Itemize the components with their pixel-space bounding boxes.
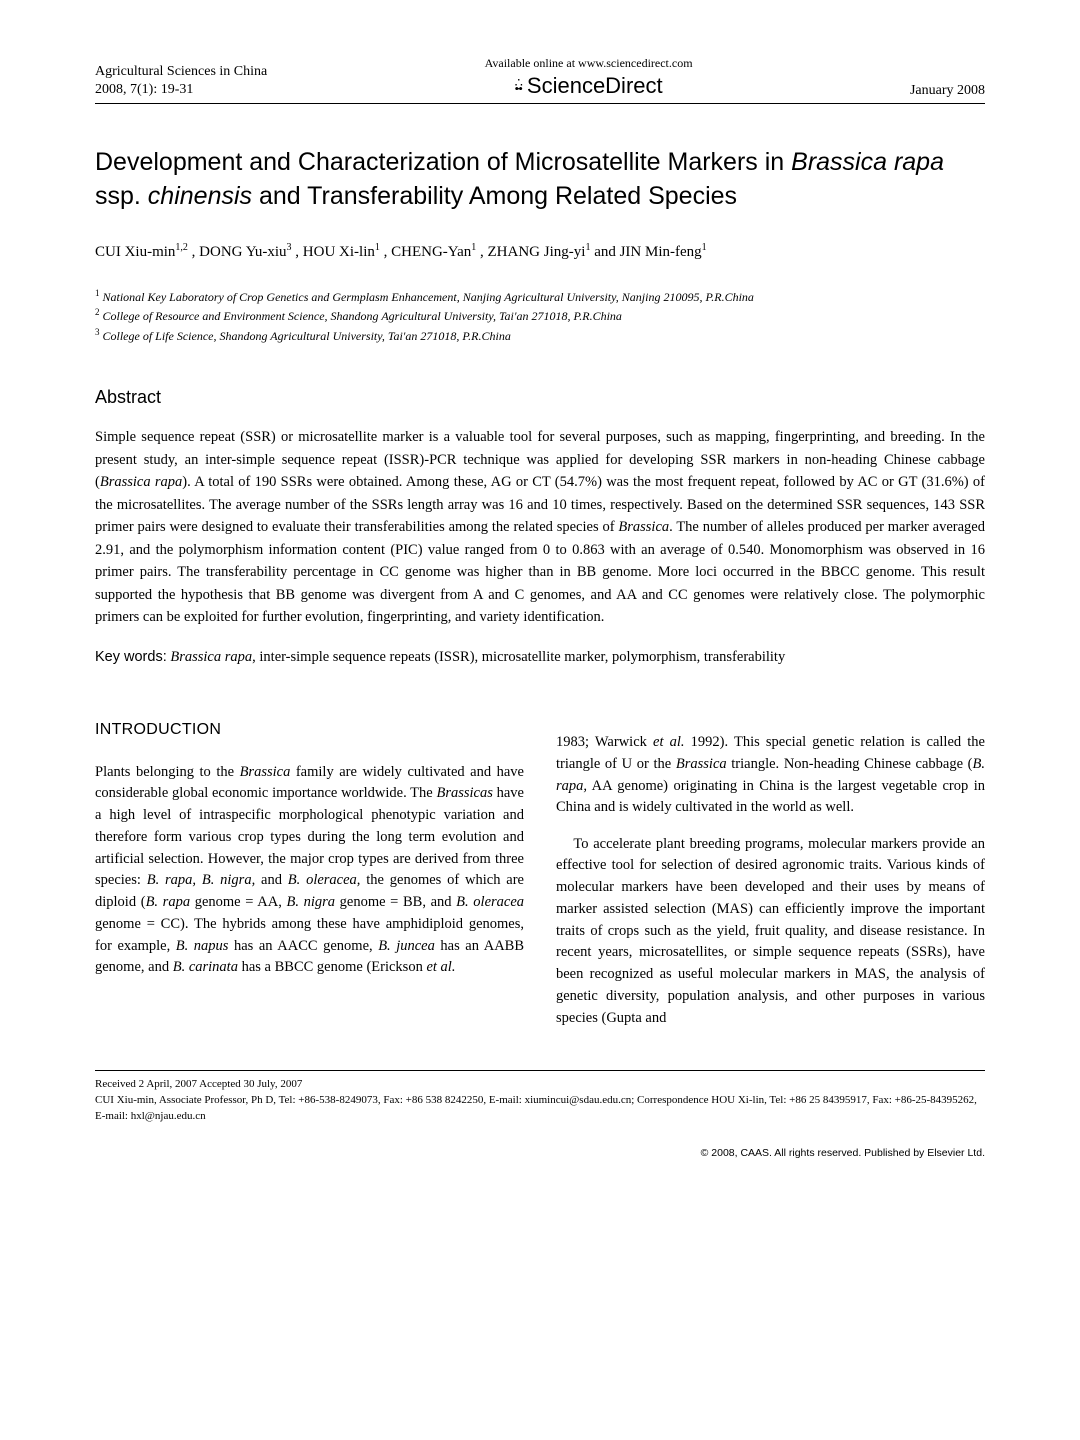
- correspondence: CUI Xiu-min, Associate Professor, Ph D, …: [95, 1093, 985, 1125]
- c1-t6: genome = AA,: [190, 894, 286, 910]
- c1-i8: B. napus: [176, 938, 229, 954]
- journal-name: Agricultural Sciences in China: [95, 63, 267, 81]
- affiliation-1-text: National Key Laboratory of Crop Genetics…: [103, 290, 754, 304]
- c1-t1: Plants belonging to the: [95, 764, 240, 780]
- c1-i5: B. rapa: [146, 894, 191, 910]
- c1-i6: B. nigra: [286, 894, 335, 910]
- header-rule: [95, 103, 985, 104]
- affiliation-2: 2 College of Resource and Environment Sc…: [95, 306, 985, 326]
- author-2: , DONG Yu-xiu: [192, 244, 287, 260]
- c1-i3: B. rapa, B. nigra,: [147, 872, 255, 888]
- header-left: Agricultural Sciences in China 2008, 7(1…: [95, 63, 267, 99]
- body-columns: INTRODUCTION Plants belonging to the Bra…: [95, 718, 985, 1044]
- title-text-2: ssp.: [95, 182, 148, 210]
- sciencedirect-text: ScienceDirect: [527, 73, 663, 99]
- c1-t9: has an AACC genome,: [228, 938, 378, 954]
- column-left: INTRODUCTION Plants belonging to the Bra…: [95, 718, 524, 1044]
- abstract-body: Simple sequence repeat (SSR) or microsat…: [95, 426, 985, 628]
- author-3-aff: 1: [375, 242, 380, 253]
- header-right: January 2008: [910, 83, 985, 99]
- affiliation-3-text: College of Life Science, Shandong Agricu…: [103, 329, 511, 343]
- affiliations: 1 National Key Laboratory of Crop Geneti…: [95, 287, 985, 346]
- keywords-label: Key words:: [95, 649, 167, 665]
- c1-t7: genome = BB, and: [335, 894, 456, 910]
- author-list: CUI Xiu-min1,2 , DONG Yu-xiu3 , HOU Xi-l…: [95, 242, 985, 261]
- keywords-italic: Brassica rapa: [170, 649, 252, 665]
- title-text-1: Development and Characterization of Micr…: [95, 148, 791, 176]
- received-date: Received 2 April, 2007 Accepted 30 July,…: [95, 1077, 985, 1093]
- available-online: Available online at www.sciencedirect.co…: [267, 56, 910, 71]
- author-1: CUI Xiu-min: [95, 244, 175, 260]
- page-header: Agricultural Sciences in China 2008, 7(1…: [95, 60, 985, 103]
- intro-paragraph-2: To accelerate plant breeding programs, m…: [556, 834, 985, 1030]
- header-center: Available online at www.sciencedirect.co…: [267, 56, 910, 99]
- abstract-heading: Abstract: [95, 387, 985, 408]
- author-5: , ZHANG Jing-yi: [480, 244, 585, 260]
- c1-t4: and: [255, 872, 288, 888]
- copyright: © 2008, CAAS. All rights reserved. Publi…: [95, 1147, 985, 1159]
- title-text-3: and Transferability Among Related Specie…: [252, 182, 737, 210]
- affiliation-2-text: College of Resource and Environment Scie…: [103, 309, 622, 323]
- c2-t4: AA genome) originating in China is the l…: [556, 778, 985, 816]
- sd-dots-icon: ∴•∙•: [515, 80, 521, 93]
- c2-t1: 1983; Warwick: [556, 734, 653, 750]
- footer: Received 2 April, 2007 Accepted 30 July,…: [95, 1077, 985, 1125]
- author-6-aff: 1: [702, 242, 707, 253]
- c1-t11: has a BBCC genome (Erickson: [238, 959, 426, 975]
- c1-i10: B. carinata: [173, 959, 238, 975]
- c2-i2: Brassica: [676, 756, 727, 772]
- c2-i1: et al.: [653, 734, 685, 750]
- keywords: Key words: Brassica rapa, inter-simple s…: [95, 649, 985, 666]
- issue-info: 2008, 7(1): 19-31: [95, 81, 267, 99]
- author-3: , HOU Xi-lin: [295, 244, 375, 260]
- affiliation-3: 3 College of Life Science, Shandong Agri…: [95, 326, 985, 346]
- author-2-aff: 3: [287, 242, 292, 253]
- c1-i1: Brassica: [240, 764, 291, 780]
- author-5-aff: 1: [585, 242, 590, 253]
- c1-i9: B. juncea: [378, 938, 435, 954]
- keywords-text: , inter-simple sequence repeats (ISSR), …: [252, 649, 785, 665]
- intro-heading: INTRODUCTION: [95, 718, 524, 742]
- intro-paragraph-1: Plants belonging to the Brassica family …: [95, 762, 524, 980]
- abstract-i1: Brassica rapa: [100, 474, 182, 490]
- author-4-aff: 1: [471, 242, 476, 253]
- c1-i11: et al.: [426, 959, 455, 975]
- c1-i2: Brassicas: [436, 785, 492, 801]
- footer-rule: [95, 1070, 985, 1071]
- c1-i4: B. oleracea,: [288, 872, 361, 888]
- article-title: Development and Characterization of Micr…: [95, 146, 985, 214]
- author-1-aff: 1,2: [175, 242, 188, 253]
- title-italic-1: Brassica rapa: [791, 148, 944, 176]
- c2-t3: triangle. Non-heading Chinese cabbage (: [727, 756, 973, 772]
- c1-i7: B. oleracea: [456, 894, 524, 910]
- pub-date: January 2008: [910, 83, 985, 99]
- affiliation-1: 1 National Key Laboratory of Crop Geneti…: [95, 287, 985, 307]
- column-right: 1983; Warwick et al. 1992). This special…: [556, 718, 985, 1044]
- title-italic-2: chinensis: [148, 182, 252, 210]
- sciencedirect-logo: ∴•∙• ScienceDirect: [267, 73, 910, 99]
- abstract-i2: Brassica: [618, 519, 669, 535]
- intro-paragraph-1-cont: 1983; Warwick et al. 1992). This special…: [556, 732, 985, 819]
- paper-page: Agricultural Sciences in China 2008, 7(1…: [0, 0, 1080, 1199]
- author-4: , CHENG-Yan: [384, 244, 472, 260]
- author-6: and JIN Min-feng: [594, 244, 701, 260]
